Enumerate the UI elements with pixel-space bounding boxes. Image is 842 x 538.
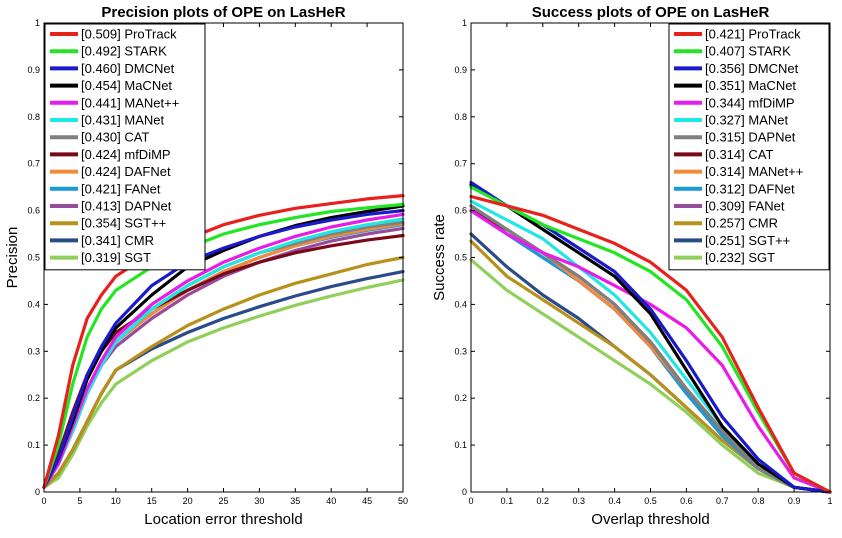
precision-x-tick-label: 40	[326, 496, 336, 506]
success-x-tick-label: 0.2	[537, 496, 550, 506]
success-x-tick-label: 0.4	[608, 496, 621, 506]
precision-plot: 0 5 10 15 20 25 30 35 40 45 50 0 0.1 0.2 0.3 0.4 0.5 0.6 0…	[4, 4, 408, 528]
success-x-tick-label: 0.3	[572, 496, 585, 506]
precision-y-tick-label: 0.2	[27, 393, 40, 403]
precision-x-tick-label: 30	[254, 496, 264, 506]
precision-y-axis-label: Precision	[4, 227, 21, 289]
success-y-tick-label: 0.2	[454, 393, 467, 403]
success-legend-label: [0.327] MANet	[705, 113, 788, 128]
success-y-tick-label: 0.9	[454, 65, 467, 75]
success-x-tick-label: 0	[468, 496, 473, 506]
success-legend-label: [0.351] MaCNet	[705, 78, 796, 93]
success-y-tick-label: 0.8	[454, 112, 467, 122]
success-legend-label: [0.257] CMR	[705, 216, 778, 231]
precision-legend-label: [0.454] MaCNet	[81, 78, 172, 93]
precision-legend-label: [0.319] SGT	[81, 250, 151, 265]
success-legend: [0.421] ProTrack [0.407] STARK [0.356] DMC…	[668, 23, 830, 271]
precision-series-line-13	[42, 278, 405, 489]
success-legend-label: [0.314] MANet++	[705, 164, 803, 179]
precision-legend-label: [0.424] DAFNet	[81, 164, 171, 179]
precision-legend-label: [0.460] DMCNet	[81, 61, 175, 76]
precision-legend-label: [0.492] STARK	[81, 44, 167, 59]
precision-legend-label: [0.341] CMR	[81, 233, 154, 248]
success-series-line-13	[469, 258, 832, 494]
precision-series-line-2	[42, 209, 405, 489]
precision-legend-label: [0.509] ProTrack	[81, 27, 177, 42]
precision-x-tick-label: 35	[290, 496, 300, 506]
precision-x-tick-label: 45	[362, 496, 372, 506]
success-y-tick-label: 0.6	[454, 206, 467, 216]
success-y-tick-label: 1	[462, 18, 467, 28]
success-y-tick-label: 0.7	[454, 159, 467, 169]
success-x-tick-label: 0.1	[501, 496, 514, 506]
success-y-axis-label: Success rate	[431, 214, 448, 301]
precision-y-tick-label: 0.9	[27, 65, 40, 75]
success-legend-label: [0.309] FANet	[705, 199, 785, 214]
success-y-tick-label: 0.3	[454, 346, 467, 356]
success-x-tick-label: 0.6	[680, 496, 693, 506]
precision-legend-label: [0.441] MANet++	[81, 95, 179, 110]
success-legend-label: [0.356] DMCNet	[705, 61, 799, 76]
precision-x-axis-label: Location error threshold	[144, 511, 302, 528]
precision-x-tick-label: 0	[41, 496, 46, 506]
precision-legend: [0.509] ProTrack [0.492] STARK [0.460] DMC…	[44, 23, 206, 271]
precision-legend-label: [0.424] mfDiMP	[81, 147, 171, 162]
success-legend-label: [0.344] mfDiMP	[705, 95, 795, 110]
success-x-tick-label: 1	[827, 496, 832, 506]
success-series-line-0	[469, 194, 832, 494]
precision-y-tick-label: 1	[35, 18, 40, 28]
success-y-tick-label: 0.1	[454, 440, 467, 450]
success-y-tick-label: 0	[462, 487, 467, 497]
precision-series-line-5	[42, 217, 405, 489]
success-series-line-3	[469, 183, 832, 494]
precision-y-tick-label: 0.6	[27, 206, 40, 216]
precision-series-line-11	[42, 255, 405, 489]
success-legend-label: [0.232] SGT	[705, 250, 775, 265]
success-legend-label: [0.312] DAFNet	[705, 181, 795, 196]
success-legend-label: [0.315] DAPNet	[705, 130, 796, 145]
precision-y-tick-label: 0.5	[27, 253, 40, 263]
precision-x-tick-label: 25	[218, 496, 228, 506]
precision-legend-label: [0.431] MANet	[81, 113, 164, 128]
precision-y-tick-label: 0.1	[27, 440, 40, 450]
success-x-tick-label: 0.8	[752, 496, 765, 506]
success-y-tick-label: 0.5	[454, 253, 467, 263]
precision-x-tick-label: 20	[183, 496, 193, 506]
success-chart-title: Success plots of OPE on LasHeR	[532, 4, 770, 21]
precision-legend-label: [0.354] SGT++	[81, 216, 166, 231]
precision-y-tick-label: 0.4	[27, 299, 40, 309]
success-x-tick-label: 0.7	[716, 496, 729, 506]
success-legend-label: [0.421] ProTrack	[705, 27, 801, 42]
success-legend-box	[668, 23, 830, 271]
precision-y-tick-label: 0	[35, 487, 40, 497]
success-x-tick-label: 0.5	[644, 496, 657, 506]
precision-y-tick-label: 0.8	[27, 112, 40, 122]
precision-y-tick-label: 0.3	[27, 346, 40, 356]
success-x-axis-label: Overlap threshold	[591, 511, 709, 528]
precision-x-tick-label: 5	[77, 496, 82, 506]
precision-legend-label: [0.413] DAPNet	[81, 199, 172, 214]
precision-legend-label: [0.421] FANet	[81, 181, 161, 196]
success-x-tick-label: 0.9	[788, 496, 801, 506]
precision-x-tick-label: 50	[398, 496, 408, 506]
precision-series-line-4	[42, 212, 405, 489]
success-plot: 0 0.1 0.2 0.3 0.4 0.5 0.6 0.7 0.8 0.9 1 0 0.1 0.2 0.3 0…	[431, 4, 833, 528]
success-legend-label: [0.251] SGT++	[705, 233, 790, 248]
precision-x-tick-label: 10	[111, 496, 121, 506]
precision-legend-box	[44, 23, 206, 271]
precision-chart-title: Precision plots of OPE on LasHeR	[101, 4, 345, 21]
precision-y-tick-label: 0.7	[27, 159, 40, 169]
precision-x-tick-label: 15	[147, 496, 157, 506]
success-series-line-4	[469, 209, 832, 494]
success-y-tick-label: 0.4	[454, 299, 467, 309]
precision-legend-label: [0.430] CAT	[81, 130, 149, 145]
success-legend-label: [0.314] CAT	[705, 147, 773, 162]
success-series-group	[469, 180, 832, 494]
success-legend-label: [0.407] STARK	[705, 44, 791, 59]
